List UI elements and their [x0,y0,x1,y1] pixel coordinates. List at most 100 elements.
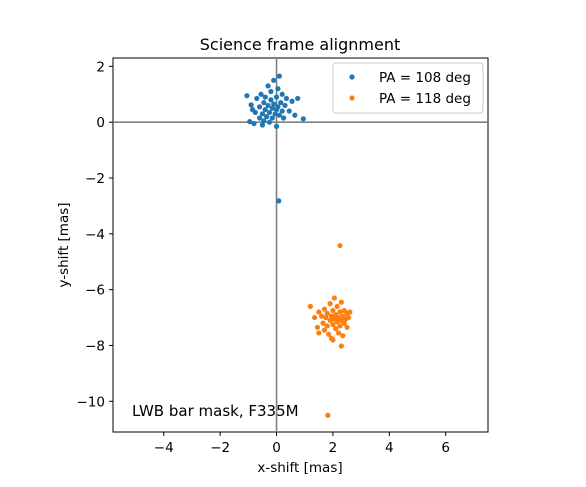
data-point-pa-108 [266,119,273,125]
chart-title: Science frame alignment [200,35,400,54]
data-point-pa-108 [258,91,264,97]
data-point-pa-108 [264,114,270,120]
x-tick-label: 0 [272,440,281,456]
data-point-pa-118 [321,327,328,333]
data-point-pa-108 [247,119,253,125]
annotation-mask-filter: LWB bar mask, F335M [132,402,299,420]
data-point-pa-108 [295,95,301,102]
data-point-pa-108 [300,116,306,122]
data-point-pa-118 [340,333,346,339]
data-point-pa-118 [326,331,332,337]
y-axis-label: y-shift [mas] [56,202,72,287]
data-point-pa-118 [347,309,353,315]
data-point-pa-108 [257,104,263,110]
x-tick-label: 2 [329,440,338,456]
data-point-pa-108 [265,83,271,89]
data-point-pa-108 [248,102,254,108]
data-point-pa-108 [276,112,282,118]
y-axis: 2 0 −2 −4 −6 −8 −10 [77,59,113,410]
data-point-pa-118 [324,323,330,329]
data-point-pa-118 [333,326,339,332]
data-point-pa-108 [271,101,277,107]
x-tick-label: −4 [154,440,174,456]
data-point-pa-108 [292,112,298,118]
data-point-pa-118 [337,309,343,315]
data-point-pa-118 [330,337,336,343]
data-point-pa-108 [271,77,277,83]
data-point-pa-108 [280,115,287,121]
data-point-pa-118 [337,323,343,329]
y-tick-label: −4 [85,227,105,243]
data-point-pa-108 [282,102,288,109]
data-point-pa-118 [345,314,352,321]
legend-box [332,62,484,114]
data-point-pa-118 [320,320,326,326]
data-point-pa-118 [337,242,343,249]
y-tick-label: 0 [96,115,105,131]
data-point-pa-108 [262,94,268,100]
data-point-pa-118 [323,314,329,321]
data-point-pa-108 [252,109,258,116]
data-point-pa-108 [268,97,274,103]
data-point-pa-118 [314,324,321,330]
data-point-pa-108 [262,107,268,113]
data-point-pa-108 [289,98,295,104]
x-tick-label: 6 [441,440,450,456]
x-axis-label: x-shift [mas] [257,460,342,476]
data-point-pa-118 [324,310,330,316]
data-point-pa-108 [265,102,271,109]
data-point-pa-108 [279,91,285,97]
y-tick-label: −8 [85,338,105,354]
x-axis: −4 −2 0 2 4 6 [154,432,450,456]
data-points [244,73,353,418]
data-point-pa-108 [273,123,280,129]
data-point-pa-118 [341,320,347,326]
data-point-pa-118 [311,314,318,321]
data-point-pa-108 [273,107,280,113]
y-tick-label: 2 [96,59,105,75]
data-point-pa-108 [261,100,267,106]
data-point-pa-108 [244,93,250,99]
data-point-pa-108 [259,111,266,117]
data-point-pa-108 [261,118,267,124]
data-point-pa-108 [272,111,278,117]
plot-area [112,57,489,433]
data-point-pa-118 [335,330,342,336]
data-point-pa-108 [275,86,281,92]
data-point-pa-118 [325,412,331,418]
data-point-pa-108 [286,108,292,114]
data-point-pa-108 [251,120,257,127]
data-point-pa-118 [330,321,336,328]
data-point-pa-108 [259,122,266,128]
data-point-pa-118 [330,307,336,314]
data-point-pa-108 [269,105,275,111]
data-point-pa-108 [257,115,263,121]
data-point-pa-108 [273,94,280,100]
data-point-pa-118 [327,317,333,323]
legend: PA = 108 deg PA = 118 deg [332,62,484,114]
data-point-pa-118 [331,295,337,301]
data-point-pa-108 [279,108,285,114]
data-point-pa-118 [316,309,322,315]
data-point-pa-108 [276,198,282,204]
data-point-pa-108 [278,100,284,106]
data-point-pa-108 [266,109,273,116]
legend-marker-pa-118 [349,95,355,101]
data-point-pa-118 [338,299,344,305]
data-point-pa-118 [327,301,333,307]
data-point-pa-108 [268,88,274,95]
data-point-pa-108 [276,73,282,79]
y-tick-label: −6 [85,283,105,299]
data-point-pa-118 [321,306,328,312]
data-point-pa-118 [338,343,344,349]
data-point-pa-118 [334,319,340,325]
legend-label-pa-108: PA = 108 deg [379,70,471,86]
y-tick-label: −10 [77,394,106,410]
data-point-pa-108 [254,95,260,102]
data-point-pa-118 [344,324,350,330]
x-tick-label: 4 [385,440,394,456]
legend-marker-pa-108 [349,74,355,80]
data-point-pa-118 [316,330,322,336]
data-point-pa-118 [334,303,340,310]
